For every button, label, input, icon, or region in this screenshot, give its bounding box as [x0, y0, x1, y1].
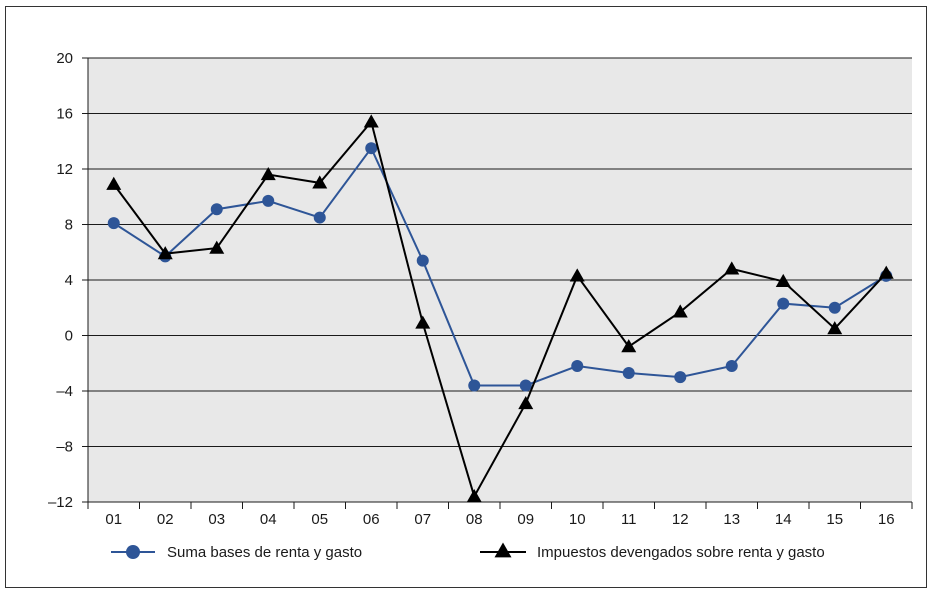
data-point [312, 175, 328, 189]
data-point [157, 246, 173, 260]
data-point [209, 240, 225, 254]
legend-item-series-1: Suma bases de renta y gasto [111, 544, 362, 561]
y-tick-label: 16 [56, 106, 73, 123]
data-point [313, 211, 326, 224]
data-point [262, 194, 275, 207]
data-point [210, 203, 223, 216]
gridlines [87, 57, 912, 503]
data-point [468, 379, 481, 392]
legend-item-series-2: Impuestos devengados sobre renta y gasto [480, 542, 825, 561]
data-point [827, 321, 843, 335]
x-tick-label: 12 [672, 511, 689, 528]
data-point [260, 167, 276, 181]
x-tick-label: 02 [157, 511, 174, 528]
series-line [113, 146, 887, 387]
data-point [416, 254, 429, 267]
y-tick-label: 12 [56, 161, 73, 178]
x-tick-label: 01 [105, 511, 122, 528]
x-tick-label: 11 [621, 511, 637, 528]
data-point [569, 268, 585, 282]
x-tick-label: 06 [363, 511, 380, 528]
data-point [518, 395, 534, 410]
series-layer [106, 114, 894, 503]
data-point [466, 488, 482, 503]
y-tick-label: –4 [56, 383, 73, 400]
data-point [674, 371, 687, 384]
data-point [106, 176, 122, 190]
x-tick-label: 03 [208, 511, 225, 528]
data-point [828, 301, 841, 314]
x-tick-label: 14 [775, 511, 792, 528]
data-point [622, 366, 635, 379]
y-tick-label: 20 [56, 50, 73, 67]
legend: Suma bases de renta y gasto Impuestos de… [111, 542, 825, 561]
x-tick-label: 10 [569, 511, 586, 528]
y-axis-ticks: 20 16 12 8 4 0 –4 –8 –12 [48, 50, 88, 511]
x-tick-label: 13 [723, 511, 740, 528]
y-tick-label: 4 [65, 272, 73, 289]
data-point [672, 304, 688, 318]
data-point [363, 114, 379, 128]
series-2 [106, 114, 894, 503]
data-point [777, 297, 790, 310]
legend-marker-circle [126, 545, 140, 559]
x-tick-label: 07 [414, 511, 431, 528]
series-line [112, 119, 887, 500]
x-tick-label: 16 [878, 511, 895, 528]
data-point [878, 265, 894, 279]
x-tick-label: 04 [260, 511, 277, 528]
data-point [621, 339, 637, 353]
data-point [365, 142, 378, 155]
data-point [107, 217, 120, 230]
x-tick-label: 15 [826, 511, 843, 528]
y-tick-label: 8 [65, 217, 73, 234]
data-point [571, 360, 584, 373]
y-tick-label: 0 [65, 328, 73, 345]
x-axis-ticks: 01 02 03 04 05 06 07 08 09 10 11 12 13 14 15 16 [87, 502, 913, 528]
legend-label-1: Suma bases de renta y gasto [167, 544, 362, 561]
x-tick-label: 08 [466, 511, 483, 528]
data-point [725, 360, 738, 373]
y-tick-label: –12 [48, 494, 73, 511]
data-point [519, 379, 532, 392]
legend-marker-triangle [494, 542, 512, 558]
x-tick-label: 09 [517, 511, 534, 528]
data-point [724, 261, 740, 275]
data-point [415, 315, 431, 329]
y-tick-label: –8 [56, 439, 73, 456]
legend-label-2: Impuestos devengados sobre renta y gasto [537, 544, 825, 561]
x-tick-label: 05 [311, 511, 328, 528]
data-point [775, 273, 791, 288]
